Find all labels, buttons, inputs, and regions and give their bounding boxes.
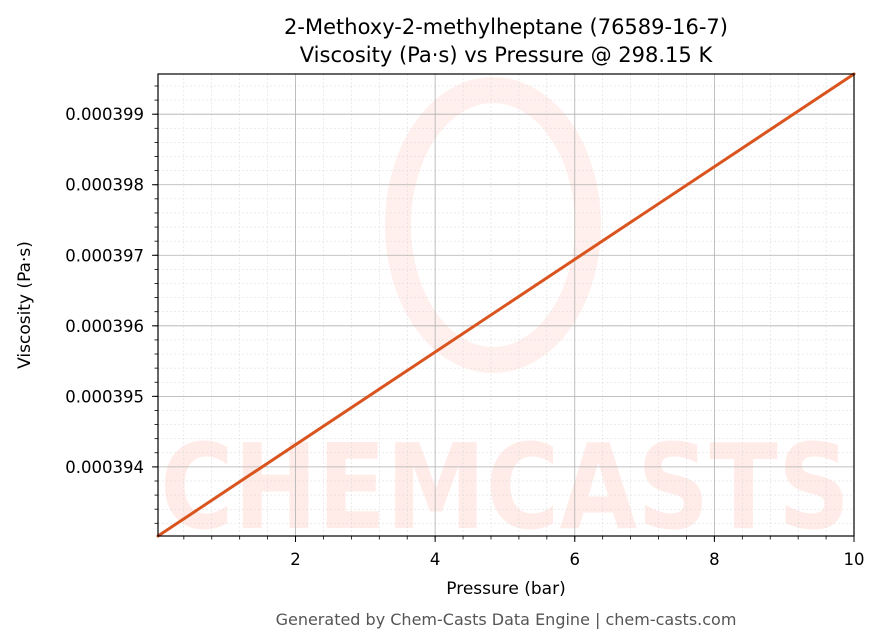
y-axis: 0.000394 0.000395 0.000396 0.000397 0.000398… <box>65 85 158 524</box>
x-tick-label: 10 <box>844 550 865 569</box>
y-axis-label: Viscosity (Pa·s) <box>15 241 35 369</box>
chart-title: 2-Methoxy-2-methylheptane (76589-16-7) <box>284 15 728 39</box>
x-tick-label: 8 <box>709 550 720 569</box>
y-tick-label: 0.000394 <box>65 458 144 477</box>
series-layer <box>156 72 856 538</box>
footer-credit: Generated by Chem-Casts Data Engine | ch… <box>276 610 737 629</box>
watermark-text: CHEMCASTS <box>160 418 850 556</box>
chemcasts-watermark: CHEMCASTS <box>160 77 850 556</box>
viscosity-series-line <box>156 72 856 538</box>
x-tick-label: 4 <box>430 550 441 569</box>
watermark-logo-ring <box>385 77 601 373</box>
y-tick-label: 0.000397 <box>65 246 144 265</box>
x-tick-label: 2 <box>290 550 301 569</box>
y-tick-label: 0.000395 <box>65 387 144 406</box>
plot-frame <box>157 73 855 537</box>
y-tick-label: 0.000398 <box>65 176 144 195</box>
y-tick-label: 0.000399 <box>65 105 144 124</box>
y-tick-label: 0.000396 <box>65 317 144 336</box>
x-axis-label: Pressure (bar) <box>446 579 565 599</box>
x-tick-label: 6 <box>570 550 581 569</box>
x-axis: 2 4 6 8 10 <box>183 536 865 569</box>
chart-subtitle: Viscosity (Pa·s) vs Pressure @ 298.15 K <box>300 43 714 67</box>
